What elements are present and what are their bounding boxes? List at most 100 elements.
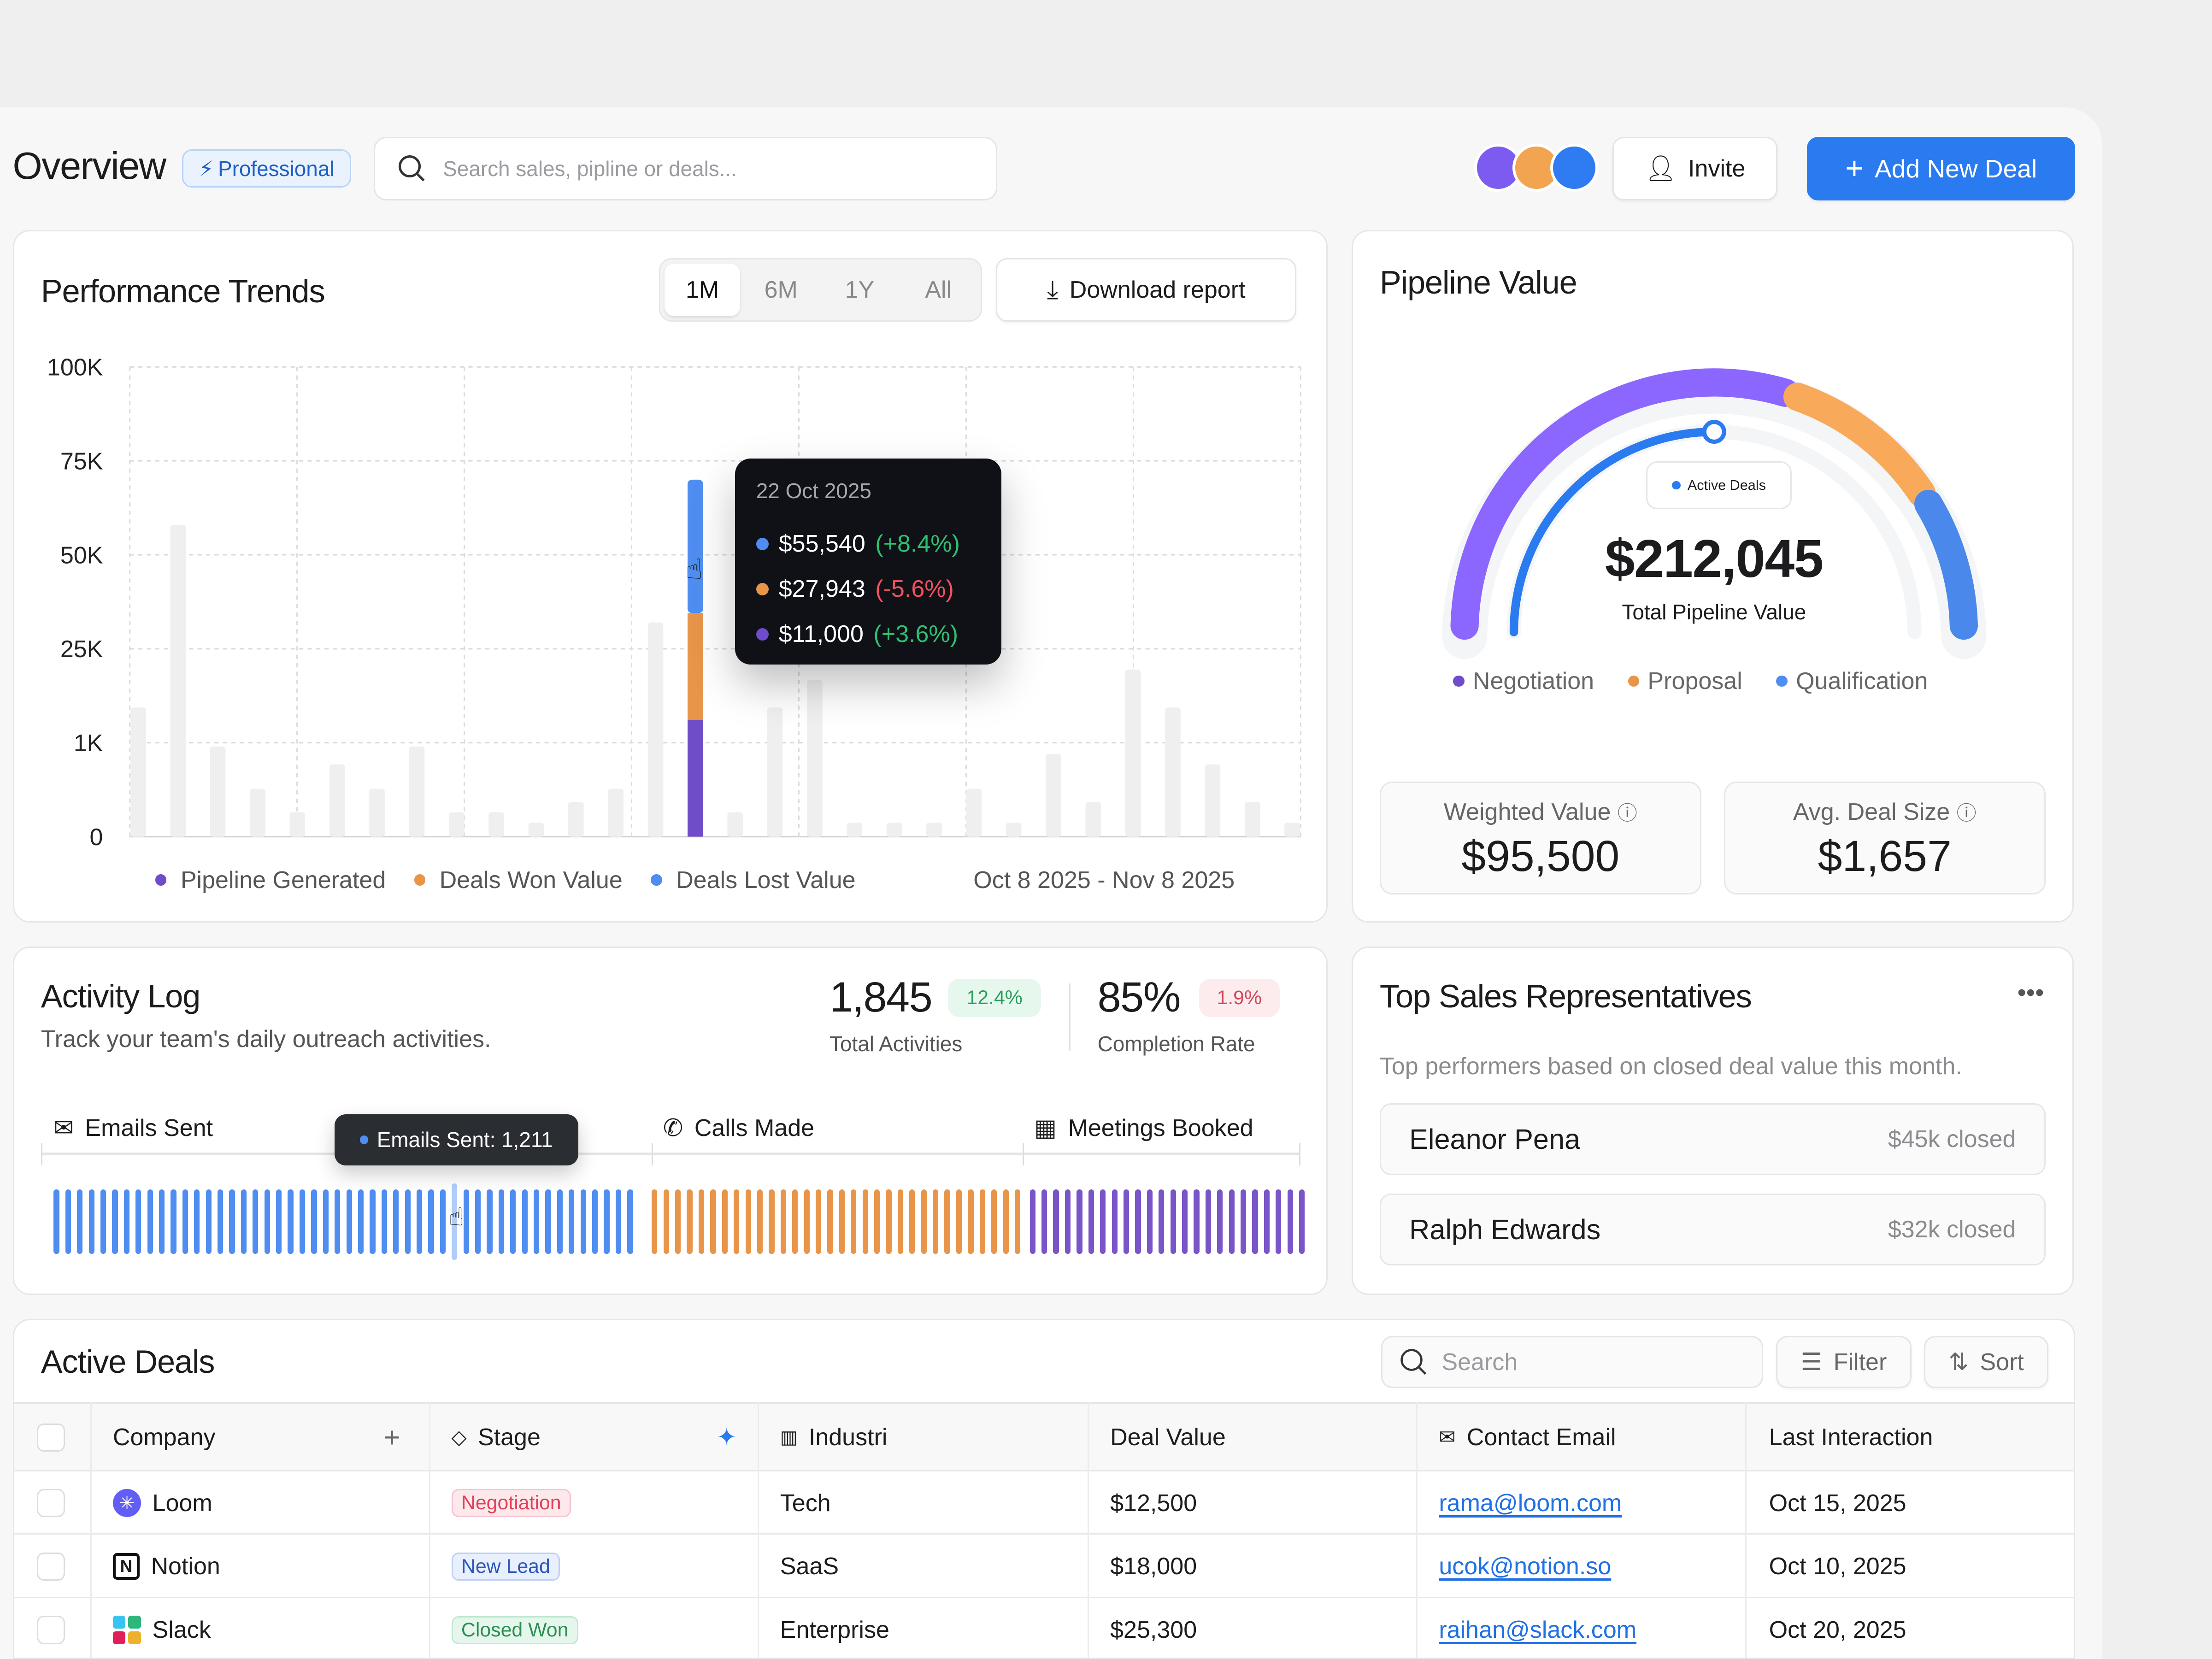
activity-bar[interactable] [722,1189,728,1254]
activity-bar[interactable] [968,1189,974,1254]
highlighted-bar-segment[interactable] [688,720,703,837]
activity-bar[interactable] [1205,1189,1212,1254]
row-checkbox[interactable] [36,1616,65,1644]
activity-bar[interactable] [288,1189,294,1254]
bar[interactable] [1006,822,1022,837]
column-contact-email[interactable]: ✉ Contact Email [1439,1424,1616,1451]
activity-bar[interactable] [452,1183,458,1260]
activity-bar[interactable] [1123,1189,1130,1254]
activity-bar[interactable] [909,1189,915,1254]
column-last-interaction[interactable]: Last Interaction [1769,1424,1933,1451]
activity-bar[interactable] [580,1189,586,1254]
activity-bar[interactable] [1217,1189,1223,1254]
activity-bar[interactable] [299,1189,306,1254]
activity-bar[interactable] [557,1189,563,1254]
activity-bar[interactable] [393,1189,399,1254]
activity-bar[interactable] [545,1189,551,1254]
activity-bar[interactable] [416,1189,423,1254]
activity-bar[interactable] [381,1189,387,1254]
table-row[interactable]: ✳ Loom Negotiation Tech $12,500 rama@loom… [14,1470,2074,1534]
activity-bar[interactable] [627,1189,633,1254]
activity-bar[interactable] [592,1189,598,1254]
table-row[interactable]: Slack Closed Won Enterprise $25,300 raih… [14,1597,2074,1658]
select-all-checkbox[interactable] [36,1423,65,1452]
activity-bar[interactable] [886,1189,892,1254]
activity-bar[interactable] [862,1189,868,1254]
activity-bar[interactable] [933,1189,939,1254]
activity-bar[interactable] [88,1189,94,1254]
activity-bar[interactable] [370,1189,376,1254]
contact-email-link[interactable]: ucok@notion.so [1439,1553,1612,1580]
column-stage[interactable]: ◇ Stage [451,1424,541,1451]
activity-bar[interactable] [1147,1189,1153,1254]
activity-bar[interactable] [874,1189,880,1254]
invite-button[interactable]: 👤︎ Invite [1612,136,1778,200]
activity-bar[interactable] [1194,1189,1200,1254]
activity-bar[interactable] [604,1189,610,1254]
activity-bar[interactable] [1299,1189,1305,1254]
activity-bar[interactable] [276,1189,282,1254]
bar[interactable] [767,707,783,837]
activity-bar[interactable] [405,1189,411,1254]
activity-bar[interactable] [1003,1189,1009,1254]
activity-bar[interactable] [979,1189,985,1254]
activity-bar[interactable] [780,1189,786,1254]
activity-bar[interactable] [804,1189,810,1254]
range-tab[interactable]: 1Y [845,276,875,304]
avatar[interactable] [1550,144,1599,192]
activity-bar[interactable] [652,1189,658,1254]
activity-bar[interactable] [323,1189,329,1254]
bar[interactable] [1046,753,1061,837]
global-search-input[interactable]: Search sales, pipline or deals... [374,136,998,200]
activity-bar[interactable] [100,1189,106,1254]
activity-bar[interactable] [522,1189,528,1254]
activity-bar[interactable] [1053,1189,1059,1254]
bar[interactable] [329,764,345,837]
activity-bar[interactable] [839,1189,845,1254]
contact-email-link[interactable]: rama@loom.com [1439,1489,1622,1517]
bar[interactable] [568,801,584,837]
activity-bar[interactable] [1276,1189,1282,1254]
activity-bar[interactable] [135,1189,141,1254]
bar[interactable] [488,812,504,837]
activity-bar[interactable] [53,1189,59,1254]
bar[interactable] [1165,707,1181,837]
table-row[interactable]: N Notion New Lead SaaS $18,000 ucok@notio… [14,1533,2074,1597]
column-industry[interactable]: ▥ Industri [780,1424,888,1451]
activity-bar[interactable] [206,1189,212,1254]
activity-bar[interactable] [77,1189,83,1254]
activity-bar[interactable] [1088,1189,1094,1254]
bar[interactable] [250,788,265,837]
add-new-deal-button[interactable]: + Add New Deal [1807,136,2076,200]
bar[interactable] [170,524,186,837]
bar[interactable] [1284,822,1300,837]
gauge-segment-negotiation[interactable] [1450,368,1799,640]
add-column-icon[interactable]: + [383,1422,400,1453]
more-options-icon[interactable]: ••• [2017,978,2044,1007]
column-company[interactable]: Company [112,1424,216,1451]
activity-bar[interactable] [921,1189,927,1254]
activity-bar[interactable] [1041,1189,1047,1254]
rep-row[interactable]: Eleanor Pena $45k closed [1379,1103,2046,1175]
activity-bar[interactable] [1030,1189,1035,1254]
activity-bar[interactable] [124,1189,129,1254]
contact-email-link[interactable]: raihan@slack.com [1439,1617,1637,1644]
activity-bar[interactable] [734,1189,740,1254]
activity-bar[interactable] [569,1189,575,1254]
bar[interactable] [1125,669,1141,837]
activity-bar[interactable] [112,1189,118,1254]
activity-bar[interactable] [956,1189,962,1254]
bar[interactable] [289,812,306,837]
activity-bar[interactable] [851,1189,857,1254]
activity-bar[interactable] [944,1189,950,1254]
activity-bar[interactable] [1170,1189,1176,1254]
bar[interactable] [1205,764,1221,837]
info-icon[interactable]: ⓘ [1617,802,1637,824]
bar[interactable] [608,788,624,837]
activity-bar[interactable] [510,1189,516,1254]
rep-row[interactable]: Ralph Edwards $32k closed [1379,1193,2046,1265]
info-icon[interactable]: ⓘ [1956,802,1977,824]
activity-bar[interactable] [346,1189,352,1254]
bar[interactable] [409,746,425,837]
highlighted-bar-segment[interactable] [688,613,703,720]
